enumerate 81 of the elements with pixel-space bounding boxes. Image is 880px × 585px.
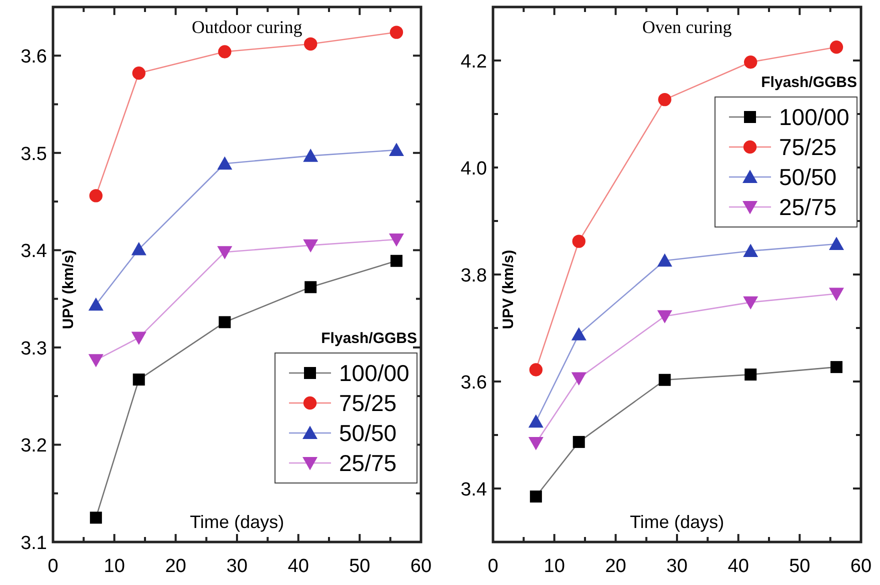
point: [828, 288, 844, 301]
point: [572, 436, 585, 448]
legend-label: 100/00: [339, 360, 410, 386]
x-tick-label: 0: [48, 556, 58, 577]
y-tick-label: 4.2: [460, 52, 487, 72]
x-tick-label: 10: [104, 556, 125, 577]
point: [530, 490, 542, 503]
legend-label: 25/75: [779, 194, 837, 220]
text: Oven curing: [642, 17, 732, 37]
point: [132, 66, 146, 80]
x-tick-label: 20: [605, 556, 626, 577]
point: [132, 374, 145, 386]
legend-label: 50/50: [339, 420, 397, 446]
x-tick-label: 50: [789, 556, 810, 577]
legend-label: 75/25: [779, 134, 837, 160]
y-tick-label: 3.8: [460, 266, 487, 286]
legend-label: 75/25: [339, 390, 397, 416]
y-tick-label: 3.6: [20, 46, 47, 68]
point: [217, 246, 232, 260]
point: [657, 253, 672, 267]
point: [744, 56, 758, 69]
point: [743, 296, 758, 310]
y-tick-label: 3.4: [20, 241, 48, 262]
point: [218, 45, 232, 58]
legend-title: Flyash/GGBS: [321, 330, 417, 347]
point: [131, 242, 146, 256]
point: [89, 189, 103, 202]
point: [528, 437, 544, 450]
point: [217, 156, 232, 170]
y-tick-label: 3.2: [20, 436, 47, 457]
x-tick-label: 0: [488, 556, 498, 577]
x-tick-label: 30: [226, 556, 248, 577]
y-tick-label: 3.4: [460, 480, 488, 500]
legend-title: Flyash/GGBS: [761, 74, 857, 91]
point: [88, 354, 104, 368]
point: [131, 332, 146, 345]
x-axis-title: Time (days): [190, 512, 284, 532]
point: [529, 363, 543, 376]
point: [571, 327, 586, 340]
point: [572, 234, 586, 248]
point: [571, 372, 586, 386]
point: [390, 254, 402, 267]
point: [743, 244, 758, 257]
point: [388, 142, 404, 156]
x-tick-label: 50: [349, 556, 370, 577]
y-tick-label: 3.1: [20, 533, 47, 554]
y-tick-label: 3.3: [20, 338, 47, 360]
point: [658, 92, 672, 106]
x-tick-label: 60: [410, 556, 432, 577]
y-axis-title: UPV (km/s): [60, 250, 77, 330]
x-tick-label: 40: [288, 556, 309, 577]
point: [90, 512, 102, 524]
point: [88, 297, 104, 311]
x-tick-label: 40: [728, 556, 749, 577]
point: [303, 148, 318, 162]
x-axis-title: Time (days): [630, 512, 724, 532]
point: [218, 316, 231, 328]
point: [304, 37, 318, 51]
point: [303, 239, 318, 253]
legend-label: 100/00: [779, 104, 850, 130]
point: [657, 310, 672, 324]
legend-label: 25/75: [339, 450, 397, 476]
text: Outdoor curing: [192, 17, 302, 37]
point: [830, 361, 842, 374]
point: [828, 236, 844, 250]
y-tick-label: 3.6: [460, 372, 487, 394]
point: [390, 26, 404, 39]
x-tick-label: 60: [850, 556, 872, 577]
point: [304, 281, 317, 294]
legend-label: 50/50: [779, 164, 837, 190]
x-tick-label: 10: [544, 556, 565, 577]
point: [388, 233, 404, 247]
y-axis-title: UPV (km/s): [500, 250, 517, 330]
point: [658, 374, 671, 386]
point: [830, 40, 844, 54]
y-tick-label: 4.0: [460, 158, 487, 180]
x-tick-label: 20: [165, 556, 186, 577]
x-tick-label: 30: [666, 556, 688, 577]
y-tick-label: 3.5: [20, 144, 47, 165]
point: [528, 414, 544, 428]
point: [744, 368, 757, 381]
